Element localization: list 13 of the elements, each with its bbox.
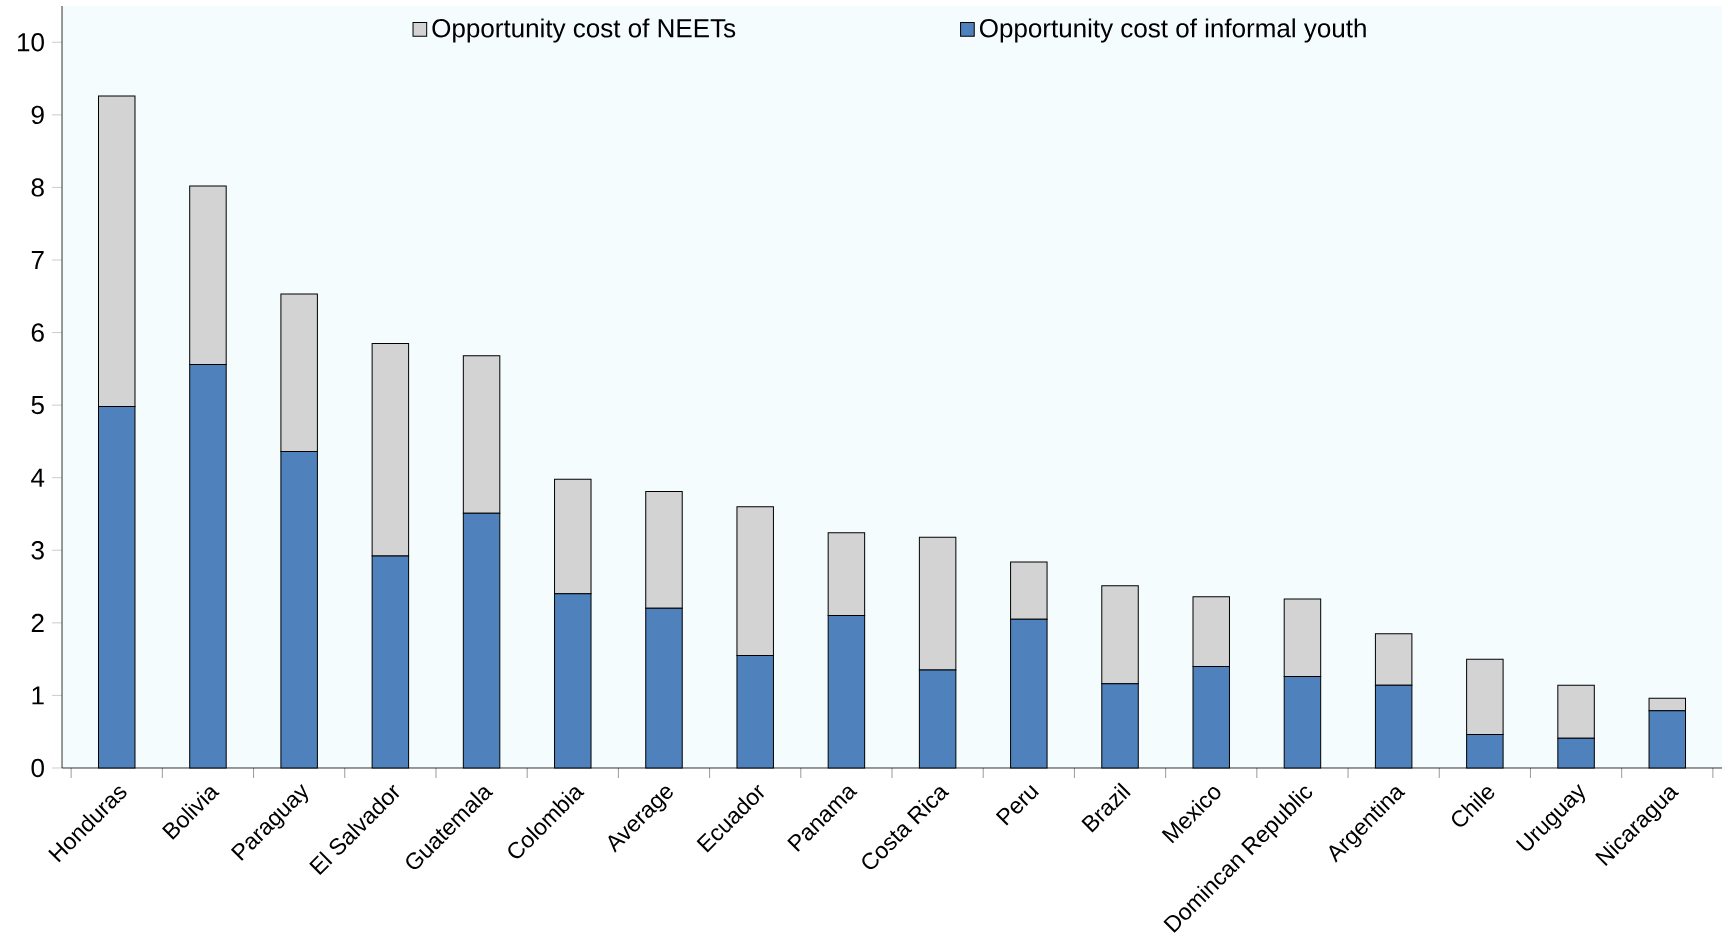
y-tick-label: 5 bbox=[31, 396, 44, 415]
y-tick-label: 3 bbox=[31, 541, 44, 560]
y-tick-label: 4 bbox=[31, 468, 45, 487]
y-tick-label: 1 bbox=[32, 686, 44, 705]
y-tick-label: 0 bbox=[31, 758, 44, 778]
y-tick-label: 9 bbox=[31, 105, 44, 125]
y-tick-label: 6 bbox=[31, 323, 44, 342]
y-tick-label: 2 bbox=[31, 613, 44, 632]
legend-label: Opportunity cost of NEETs bbox=[432, 18, 736, 43]
legend-label: Opportunity cost of informal youth bbox=[979, 18, 1366, 43]
y-tick-label: 8 bbox=[31, 178, 44, 197]
y-tick-label: 10 bbox=[18, 33, 44, 52]
y-tick-label: 7 bbox=[31, 251, 44, 269]
